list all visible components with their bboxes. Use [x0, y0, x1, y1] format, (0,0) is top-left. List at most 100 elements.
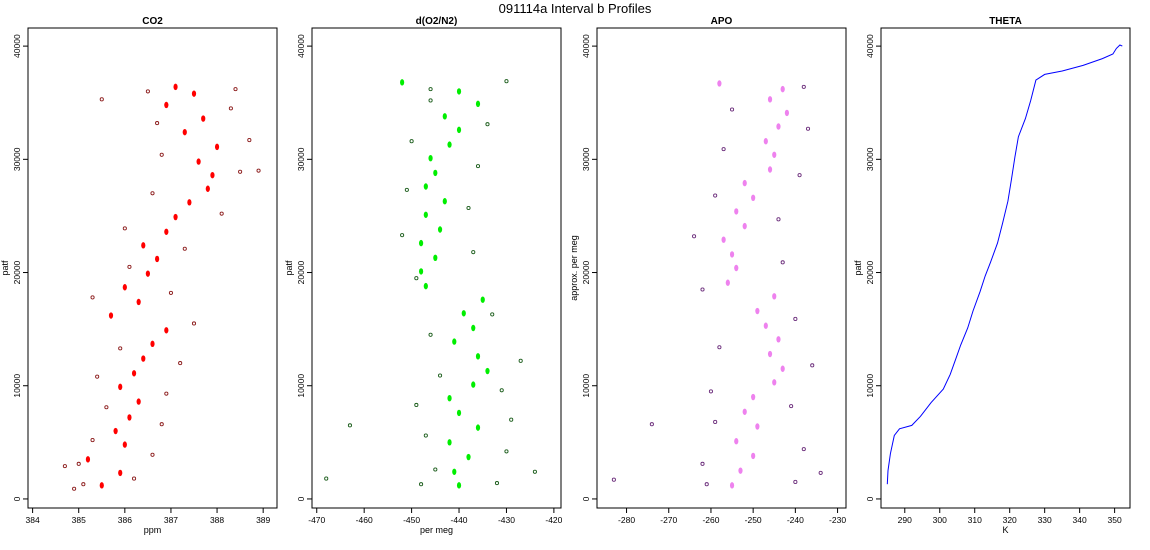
y-axis-label: approx. per meg [569, 235, 579, 301]
data-point-filled [164, 101, 169, 109]
data-point-filled [423, 211, 428, 218]
panel-title: CO2 [142, 16, 163, 27]
data-point-outlined [713, 193, 718, 198]
data-point-outlined [90, 295, 95, 300]
data-point-filled [136, 298, 141, 306]
data-point-filled [751, 194, 756, 202]
data-point-filled [428, 154, 433, 162]
y-tick-label: 0 [865, 496, 875, 501]
data-point-outlined [256, 168, 261, 173]
data-point-outlined [700, 287, 705, 292]
x-tick-label: -460 [356, 515, 373, 525]
panel-2: d(O2/N2) -470 -460 -450 -440 -430 -420 0 10000 20… [284, 16, 563, 535]
data-point-filled [442, 198, 447, 205]
y-tick-label: 40000 [296, 34, 306, 58]
data-point-outlined [182, 246, 187, 251]
x-tick-label: 340 [1073, 515, 1087, 525]
data-point-filled [85, 456, 91, 463]
data-point-outlined [145, 89, 150, 94]
data-point-outlined [433, 467, 438, 472]
y-tick-label: 30000 [581, 147, 591, 171]
data-point-outlined [178, 361, 183, 366]
panel-title: THETA [989, 16, 1022, 27]
y-tick-label: 10000 [865, 374, 875, 398]
y-tick-label: 20000 [581, 260, 591, 284]
data-point-filled [173, 83, 178, 91]
data-point-filled [447, 141, 452, 148]
data-point-outlined [490, 312, 495, 317]
y-tick-label: 0 [296, 496, 306, 501]
data-point-filled [442, 113, 447, 120]
data-point-outlined [400, 233, 405, 238]
data-point-filled [742, 179, 747, 187]
data-point-outlined [789, 404, 794, 409]
panel-1: CO2 384 385 386 387 388 389 0 10000 20000 30000 400… [0, 16, 278, 535]
data-point-filled [122, 441, 127, 448]
data-point-outlined [428, 332, 433, 337]
data-point-filled [456, 409, 462, 417]
data-point-filled [447, 439, 452, 446]
data-point-filled [767, 350, 773, 358]
data-point-outlined [805, 126, 811, 131]
data-point-filled [127, 414, 132, 421]
x-tick-label: 387 [164, 515, 178, 525]
data-point-outlined [428, 87, 433, 92]
data-point-filled [182, 128, 187, 136]
panel-3: APO -280 -270 -260 -250 -240 -230 0 10000 20000 30… [569, 16, 847, 525]
x-tick-label: -250 [745, 515, 762, 525]
data-point-filled [164, 228, 169, 235]
x-tick-label: -280 [618, 515, 635, 525]
data-point-outlined [713, 419, 718, 425]
data-point-outlined [692, 234, 697, 239]
data-point-outlined [466, 205, 471, 211]
data-point-outlined [404, 187, 409, 192]
data-point-outlined [118, 346, 123, 351]
x-tick-label: 300 [933, 515, 947, 525]
data-point-outlined [228, 106, 233, 111]
x-tick-label: 386 [118, 515, 132, 525]
x-tick-label: 389 [256, 515, 270, 525]
data-point-filled [772, 379, 777, 386]
data-point-filled [751, 393, 756, 401]
data-point-outlined [776, 217, 781, 222]
y-tick-label: 30000 [865, 147, 875, 171]
data-point-outlined [159, 422, 164, 427]
y-axis-label: patf [853, 260, 863, 276]
x-tick-label: 330 [1038, 515, 1052, 525]
data-point-filled [742, 408, 747, 415]
data-point-outlined [475, 164, 481, 169]
x-tick-label: 290 [898, 515, 912, 525]
data-point-outlined [485, 122, 490, 127]
data-point-outlined [233, 87, 238, 92]
data-point-outlined [438, 373, 443, 378]
plot-frame [596, 27, 847, 509]
data-point-filled [475, 100, 481, 108]
data-point-outlined [81, 482, 86, 487]
data-point-filled [466, 453, 471, 461]
data-point-outlined [150, 191, 155, 196]
x-axis-label: K [1002, 525, 1008, 535]
y-tick-label: 30000 [296, 147, 306, 171]
data-point-outlined [127, 264, 132, 269]
data-point-outlined [810, 363, 815, 368]
y-tick-label: 20000 [296, 260, 306, 284]
y-tick-label: 20000 [12, 260, 22, 284]
data-point-filled [780, 85, 785, 93]
data-point-outlined [494, 481, 500, 486]
x-tick-label: -430 [498, 515, 515, 525]
x-tick-label: -440 [451, 515, 468, 525]
data-point-outlined [219, 211, 224, 216]
data-point-outlined [76, 461, 81, 466]
x-tick-label: -260 [702, 515, 719, 525]
data-point-filled [780, 365, 785, 372]
data-point-filled [784, 109, 790, 117]
data-point-filled [191, 90, 197, 97]
data-point-filled [210, 171, 215, 179]
y-tick-label: 40000 [865, 34, 875, 58]
data-point-filled [433, 254, 438, 262]
data-point-outlined [717, 345, 722, 350]
data-point-filled [118, 383, 123, 391]
y-tick-label: 0 [12, 496, 22, 501]
y-tick-label: 10000 [581, 374, 591, 398]
